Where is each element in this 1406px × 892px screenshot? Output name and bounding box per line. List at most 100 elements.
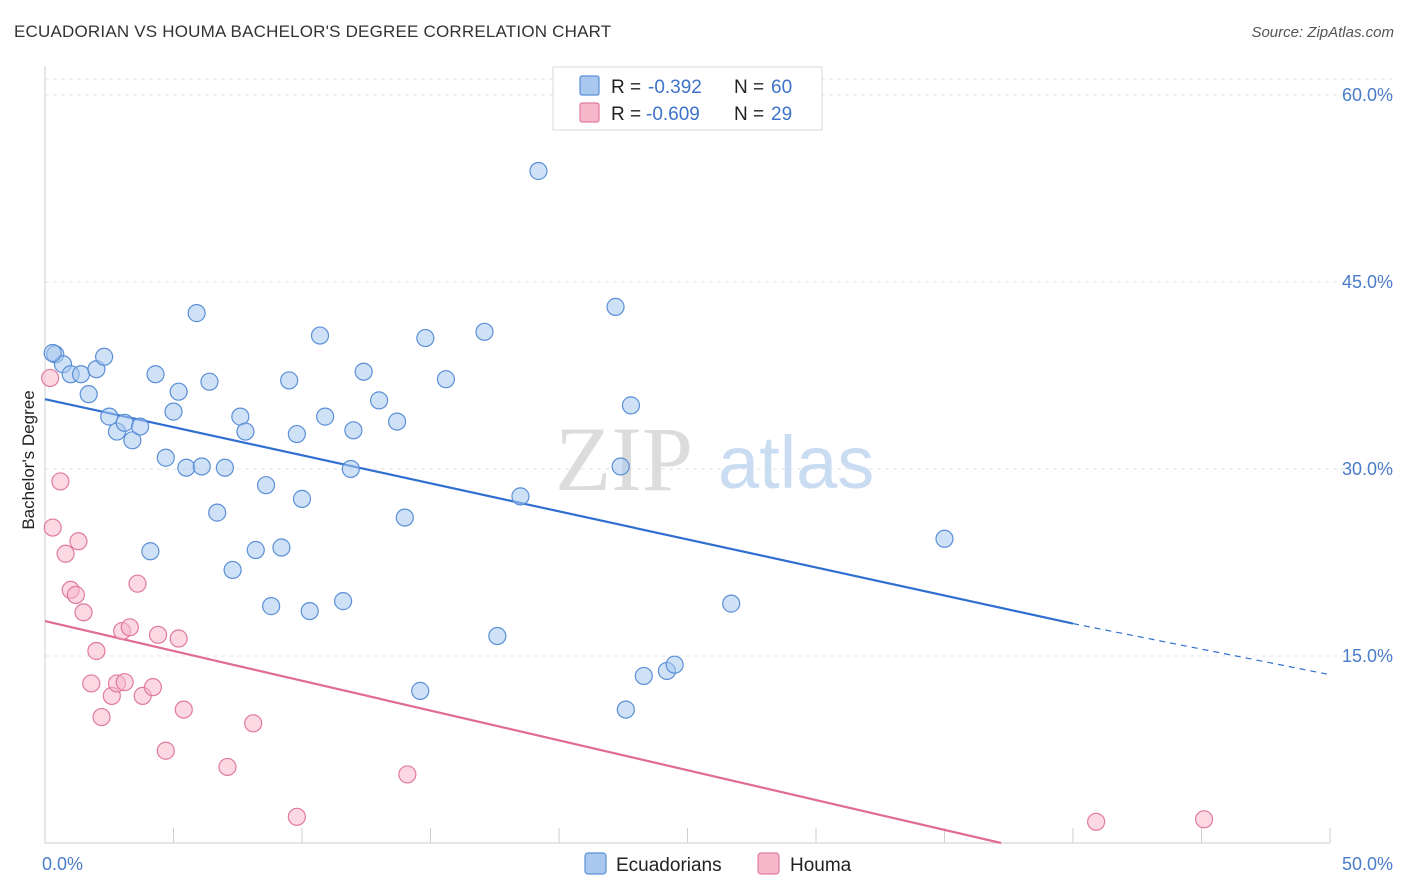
data-point-houma: [174, 700, 193, 719]
data-point-houma: [56, 544, 75, 563]
legend-r-value: -0.609: [646, 104, 700, 125]
legend-r-value: -0.392: [648, 77, 702, 98]
data-point-houma: [120, 618, 139, 637]
data-point-ecuadorians: [272, 538, 291, 557]
data-point-ecuadorians: [411, 681, 430, 700]
bottom-legend-swatch-houma: [757, 852, 780, 875]
data-point-houma: [398, 765, 417, 784]
data-point-houma: [87, 641, 106, 661]
legend-r-label: R =: [611, 77, 641, 98]
trend-line-houma: [44, 620, 1002, 845]
legend-swatch-houma: [579, 102, 600, 123]
data-point-houma: [169, 629, 188, 648]
y-tick-label: 60.0%: [1342, 85, 1393, 105]
data-point-ecuadorians: [616, 700, 635, 719]
bottom-legend-label-houma: Houma: [790, 855, 852, 876]
data-point-ecuadorians: [334, 592, 353, 611]
data-point-ecuadorians: [43, 343, 62, 363]
data-point-ecuadorians: [164, 402, 183, 421]
data-point-ecuadorians: [436, 370, 456, 389]
data-point-ecuadorians: [310, 326, 330, 345]
x-tick-label: 50.0%: [1342, 854, 1393, 874]
data-point-ecuadorians: [529, 161, 548, 181]
data-point-ecuadorians: [488, 626, 507, 646]
data-point-ecuadorians: [236, 422, 255, 441]
data-point-houma: [287, 807, 306, 826]
data-point-houma: [156, 741, 175, 760]
data-point-ecuadorians: [316, 407, 335, 426]
data-point-ecuadorians: [146, 365, 165, 384]
data-point-ecuadorians: [621, 396, 641, 415]
data-point-houma: [92, 707, 111, 727]
legend-n-label: N =: [734, 104, 764, 125]
data-point-ecuadorians: [192, 457, 211, 476]
y-tick-label: 30.0%: [1342, 459, 1393, 479]
data-point-houma: [74, 603, 93, 622]
data-point-ecuadorians: [935, 529, 954, 548]
data-point-ecuadorians: [722, 594, 741, 613]
data-point-ecuadorians: [71, 365, 91, 384]
data-point-ecuadorians: [416, 328, 435, 348]
data-point-houma: [128, 574, 147, 593]
data-point-ecuadorians: [665, 655, 684, 674]
data-point-houma: [244, 714, 263, 733]
data-point-ecuadorians: [256, 476, 276, 495]
watermark-atlas: atlas: [718, 421, 874, 504]
data-point-houma: [143, 678, 163, 697]
data-point-ecuadorians: [223, 560, 242, 580]
legend-n-value: 60: [771, 77, 792, 98]
trend-line-ecuadorians: [44, 398, 1074, 625]
chart-source: Source: ZipAtlas.com: [1251, 24, 1394, 41]
data-point-ecuadorians: [511, 487, 530, 506]
trend-lines: [44, 398, 1331, 845]
legend-n-value: 29: [771, 104, 792, 125]
data-point-ecuadorians: [177, 458, 196, 477]
grid-lines: [45, 78, 1392, 657]
data-point-ecuadorians: [370, 391, 389, 410]
data-point-houma: [82, 674, 101, 693]
data-point-ecuadorians: [215, 458, 234, 477]
data-point-ecuadorians: [262, 597, 281, 616]
legend-r-label: R =: [611, 104, 641, 125]
data-point-ecuadorians: [300, 601, 319, 621]
data-point-houma: [148, 625, 168, 644]
data-point-ecuadorians: [123, 431, 142, 450]
bottom-legend-swatch-ecuadorians: [584, 852, 607, 875]
data-point-houma: [218, 757, 237, 777]
legend-n-label: N =: [734, 77, 764, 98]
data-point-houma: [43, 518, 62, 537]
data-point-ecuadorians: [341, 459, 360, 479]
x-tick-label: 0.0%: [42, 854, 83, 874]
data-point-ecuadorians: [156, 448, 175, 467]
legend-top: R = -0.392 N = 60 R = -0.609 N = 29: [552, 66, 823, 131]
data-point-houma: [1087, 812, 1106, 831]
y-tick-label: 45.0%: [1342, 272, 1393, 292]
data-point-houma: [1194, 810, 1214, 829]
data-point-ecuadorians: [611, 457, 630, 476]
data-point-ecuadorians: [634, 666, 653, 686]
data-point-houma: [41, 368, 60, 388]
data-point-ecuadorians: [200, 372, 219, 391]
y-tick-labels: 15.0% 30.0% 45.0% 60.0%: [1342, 85, 1393, 666]
watermark: ZIP atlas: [555, 408, 874, 510]
chart-title: ECUADORIAN VS HOUMA BACHELOR'S DEGREE CO…: [14, 22, 612, 41]
data-point-ecuadorians: [115, 413, 134, 432]
data-point-ecuadorians: [354, 362, 373, 381]
data-point-ecuadorians: [95, 347, 114, 366]
axes: [44, 66, 1331, 844]
x-tick-labels: 0.0% 50.0%: [42, 854, 1393, 874]
data-point-ecuadorians: [280, 371, 299, 390]
data-point-ecuadorians: [395, 508, 414, 527]
data-point-ecuadorians: [169, 382, 188, 401]
bottom-legend-label-ecuadorians: Ecuadorians: [616, 855, 722, 876]
data-point-houma: [115, 673, 134, 692]
data-point-ecuadorians: [292, 489, 312, 508]
data-point-ecuadorians: [246, 540, 265, 560]
y-tick-label: 15.0%: [1342, 646, 1393, 666]
data-point-ecuadorians: [130, 417, 150, 436]
legend-bottom: Ecuadorians Houma: [584, 852, 852, 876]
data-point-houma: [69, 532, 88, 551]
y-axis-label: Bachelor's Degree: [19, 390, 38, 529]
data-point-houma: [51, 472, 70, 491]
